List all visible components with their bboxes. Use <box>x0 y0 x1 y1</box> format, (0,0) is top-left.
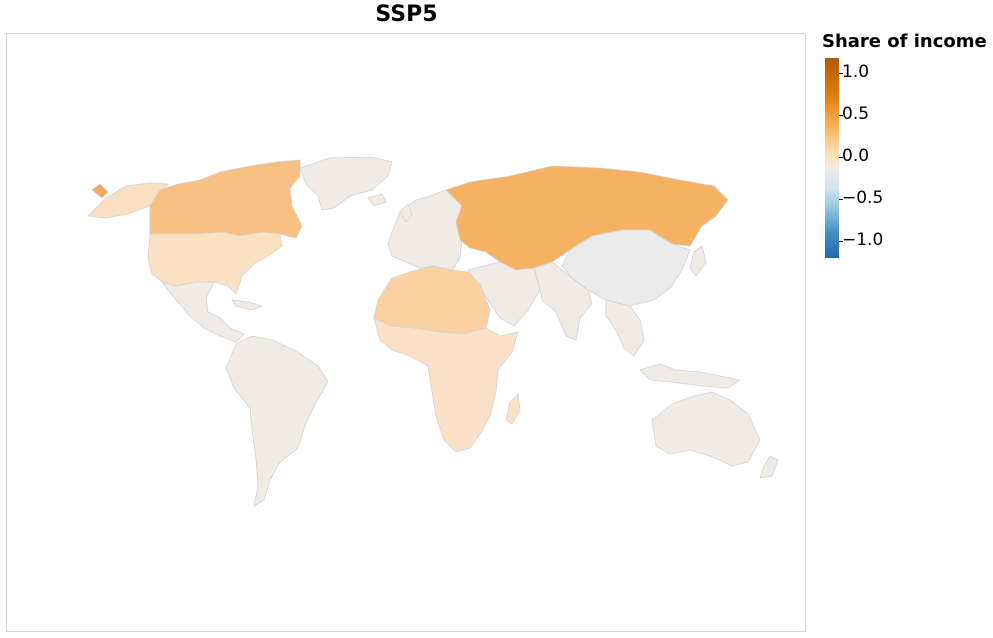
legend-tick-mark <box>839 157 843 158</box>
region-europe[interactable] <box>387 189 463 271</box>
region-canada[interactable] <box>149 159 303 239</box>
legend-tick-mark <box>839 241 843 242</box>
legend-tick-label: −1.0 <box>842 230 884 250</box>
region-south-asia[interactable] <box>533 261 593 341</box>
legend-title: Share of income <box>822 31 987 52</box>
region-greenland[interactable] <box>299 156 393 211</box>
legend-tick-mark <box>839 73 843 74</box>
region-indonesia[interactable] <box>639 363 741 389</box>
region-australia[interactable] <box>651 391 761 467</box>
region-caribbean[interactable] <box>231 299 263 311</box>
legend-tick-mark <box>839 199 843 200</box>
region-south-america[interactable] <box>225 335 329 507</box>
region-uk[interactable] <box>367 193 413 223</box>
region-alaska[interactable] <box>91 183 109 199</box>
legend-tick-mark <box>839 115 843 116</box>
region-japan[interactable] <box>689 245 707 277</box>
region-middle-east[interactable] <box>467 261 541 327</box>
map-frame <box>6 33 806 632</box>
legend-tick-label: 1.0 <box>842 62 870 82</box>
region-sub-saharan-africa[interactable] <box>373 317 519 453</box>
legend-tick-label: 0.0 <box>842 146 870 166</box>
legend-tick-label: 0.5 <box>842 104 870 124</box>
legend-colorbar <box>825 58 839 258</box>
region-madagascar[interactable] <box>505 393 521 425</box>
map-title: SSP5 <box>375 2 438 27</box>
region-southeast-asia[interactable] <box>605 299 645 357</box>
region-north-africa[interactable] <box>373 265 491 335</box>
region-new-zealand[interactable] <box>759 455 779 479</box>
region-mexico[interactable] <box>161 281 245 343</box>
legend-tick-label: −0.5 <box>842 188 884 208</box>
